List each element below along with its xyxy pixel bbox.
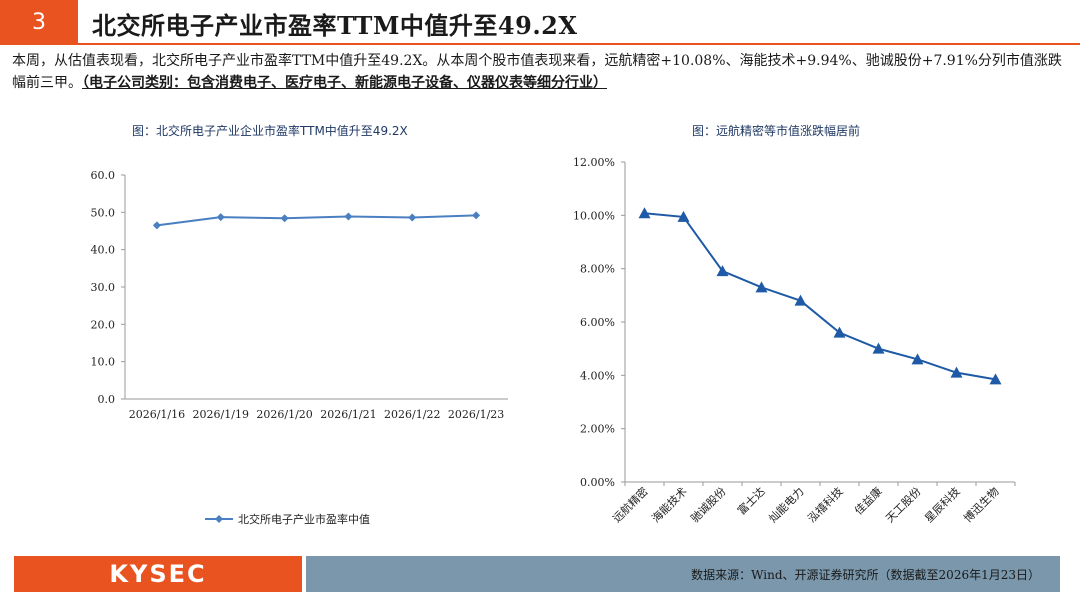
pe-line-chart: 0.0 10.0 20.0 30.0 40.0 50.0 60.0 2026/1/16 2026… [91, 169, 508, 526]
y-tick-label: 4.00% [580, 369, 615, 382]
data-source-bar: 数据来源：Wind、开源证券研究所（数据截至2026年1月23日） [306, 556, 1060, 592]
legend-marker [215, 515, 223, 523]
legend-label: 北交所电子产业市盈率中值 [238, 512, 370, 526]
x-tick-label: 2026/1/23 [448, 408, 504, 421]
right-chart-title: 图：远航精密等市值涨跌幅居前 [692, 124, 861, 138]
x-tick-label: 2026/1/20 [256, 408, 312, 421]
y-tick-label: 2.00% [580, 423, 615, 436]
header-divider [0, 43, 1080, 45]
summary-paragraph: 本周，从估值表现看，北交所电子产业市盈率TTM中值升至49.2X。从本周个股市值… [12, 50, 1072, 94]
market-cap-data-point [677, 210, 690, 222]
x-tick-label: 海能技术 [649, 484, 690, 525]
market-cap-series-line [644, 212, 996, 381]
y-tick-label: 10.0 [91, 356, 116, 369]
market-cap-data-point [755, 281, 768, 293]
y-tick-label: 40.0 [91, 244, 116, 257]
y-tick-label: 20.0 [91, 318, 116, 331]
y-tick-label: 6.00% [580, 316, 615, 329]
x-tick-label: 2026/1/22 [384, 408, 440, 421]
x-tick-label: 富士达 [734, 484, 767, 517]
pe-data-point [472, 211, 481, 220]
summary-text: 本周，从估值表现看，北交所电子产业市盈率TTM中值升至49.2X。从本周个股市值… [12, 53, 1062, 91]
market-cap-data-point [950, 366, 963, 378]
y-tick-label: 10.00% [573, 209, 615, 222]
market-cap-data-point [872, 342, 885, 354]
market-cap-data-point [989, 373, 1002, 385]
x-tick-label: 泓禧科技 [805, 484, 846, 525]
x-tick-label: 远航精密 [610, 484, 651, 525]
data-source-text: 数据来源：Wind、开源证券研究所（数据截至2026年1月23日） [691, 567, 1040, 582]
y-tick-label: 0.0 [98, 393, 116, 406]
y-tick-label: 60.0 [91, 169, 116, 182]
market-cap-data-point [911, 353, 924, 365]
y-tick-label: 8.00% [580, 263, 615, 276]
x-tick-label: 2026/1/19 [193, 408, 249, 421]
market-cap-data-point [794, 294, 807, 306]
summary-emphasis: （电子公司类别：包含消费电子、医疗电子、新能源电子设备、仪器仪表等细分行业） [82, 75, 607, 91]
x-tick-label: 佳益康 [851, 484, 884, 517]
market-cap-data-point [716, 265, 729, 277]
pe-data-point [280, 214, 289, 223]
x-tick-label: 星辰科技 [922, 484, 963, 525]
pe-data-point [344, 212, 353, 221]
market-cap-data-point [638, 207, 651, 219]
pe-data-point [408, 213, 417, 222]
x-tick-label: 灿能电力 [766, 484, 807, 525]
x-tick-label: 天工股份 [883, 485, 923, 525]
y-tick-label: 12.00% [573, 156, 615, 169]
y-tick-label: 30.0 [91, 281, 116, 294]
section-number: 3 [0, 0, 78, 44]
market-cap-data-point [833, 326, 846, 338]
market-cap-change-chart: 0.00% 2.00% 4.00% 6.00% 8.00% 10.00% 12.00% 远航精… [573, 156, 1016, 525]
pe-median-series-line [156, 214, 477, 227]
x-tick-label: 2026/1/16 [129, 408, 185, 421]
x-tick-label: 驰诚股份 [688, 484, 729, 525]
kysec-logo: KYSEC [14, 556, 302, 592]
y-tick-label: 0.00% [580, 476, 615, 489]
page-title: 北交所电子产业市盈率TTM中值升至49.2X [92, 10, 578, 40]
x-tick-label: 博迅生物 [961, 484, 1002, 525]
left-chart-title: 图：北交所电子产业企业市盈率TTM中值升至49.2X [132, 124, 408, 138]
pe-data-point [216, 213, 225, 222]
x-tick-label: 2026/1/21 [320, 408, 376, 421]
pe-data-point [152, 221, 161, 230]
y-tick-label: 50.0 [91, 206, 116, 219]
